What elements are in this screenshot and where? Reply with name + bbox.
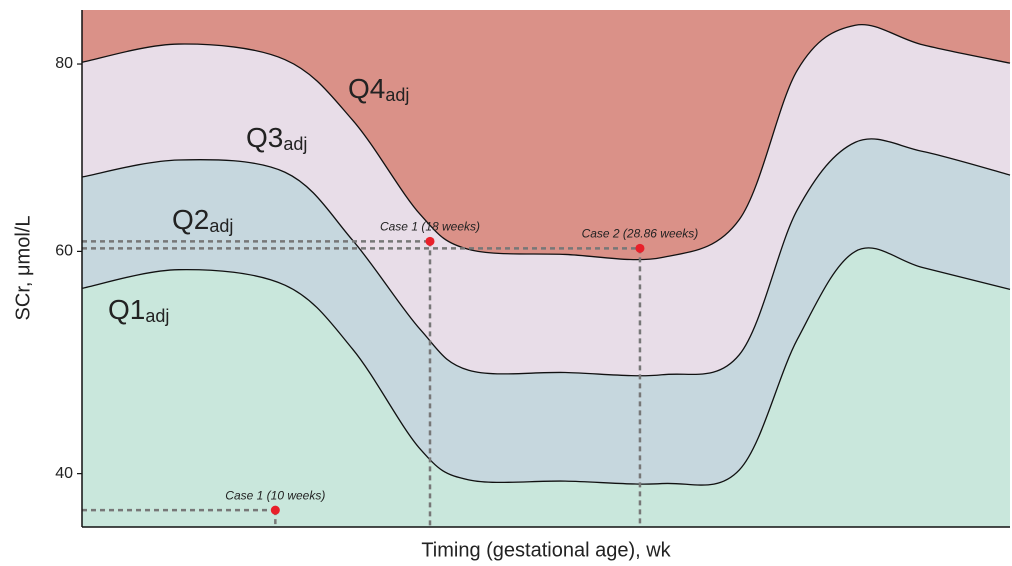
band-label: Q4adj	[348, 73, 409, 104]
y-tick-label: 80	[55, 55, 73, 72]
case-label: Case 1 (18 weeks)	[380, 220, 480, 234]
x-axis-label: Timing (gestational age), wk	[421, 539, 671, 561]
band-boundary	[81, 23, 1011, 261]
band-label-name: Q3	[246, 122, 283, 153]
band-area	[82, 247, 1010, 527]
case-label: Case 2 (28.86 weeks)	[582, 227, 699, 241]
band-area	[82, 138, 1010, 486]
case-point	[270, 505, 280, 515]
band-label: Q2adj	[172, 204, 233, 235]
band-label-sub: adj	[209, 216, 233, 236]
y-tick-label: 40	[55, 465, 73, 482]
y-axis-label: SCr, μmol/L	[12, 216, 34, 321]
band-label-sub: adj	[385, 85, 409, 105]
band-boundary	[81, 247, 1011, 486]
band-label: Q3adj	[246, 122, 307, 153]
band-label-sub: adj	[283, 134, 307, 154]
case-point	[425, 236, 435, 246]
band-label-sub: adj	[145, 306, 169, 326]
band-area	[82, 24, 1010, 376]
y-tick-label: 60	[55, 243, 73, 260]
band-label: Q1adj	[108, 294, 169, 325]
band-boundary	[81, 138, 1011, 377]
case-point	[635, 243, 645, 253]
band-label-name: Q4	[348, 73, 385, 104]
band-area	[82, 10, 1010, 260]
case-label: Case 1 (10 weeks)	[225, 488, 325, 502]
band-label-name: Q1	[108, 294, 145, 325]
band-label-name: Q2	[172, 204, 209, 235]
